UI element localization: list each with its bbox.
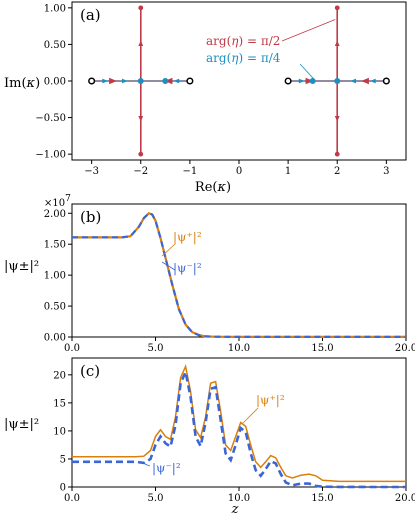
pi2-flow-arrow — [361, 77, 369, 85]
panel-a-xtick-label: −2 — [133, 166, 148, 177]
endpoint-point — [284, 77, 292, 85]
pi2-flow-arrow — [305, 77, 314, 85]
annotation-leader-pi2 — [281, 19, 336, 42]
panel-b-label: (b) — [80, 208, 101, 226]
psi-minus-curve — [72, 367, 406, 489]
panel-b-ytick-label: 1.50 — [44, 240, 66, 251]
panel-a-ylabel: Im(κ) — [4, 76, 40, 91]
annotation-leader-psi-plus — [241, 407, 259, 425]
panel-c-marks — [72, 363, 406, 489]
pi2-flow-arrow — [138, 115, 144, 122]
annotation-leader-pi4 — [299, 63, 314, 80]
panel-a-ytick-label: −1.00 — [35, 150, 66, 161]
endpoint-point — [382, 77, 390, 85]
pi4-point — [162, 78, 169, 84]
panel-b-axes: 0.0 5.0 10.0 15.0 20.0 0.00 0.50 1.00 1.50 2.00 — [44, 209, 415, 354]
panel-c-ytick-label: 0 — [60, 483, 66, 494]
panel-c-annotation-psi-plus: |ψ⁺|² — [256, 393, 285, 407]
panel-c-annotation-psi-minus: |ψ⁻|² — [152, 461, 181, 475]
pi2-flow-arrow — [334, 115, 340, 122]
panel-c-label: (c) — [80, 362, 100, 380]
psi-plus-curve — [72, 212, 406, 338]
panel-a-xlabel: Re(κ) — [195, 180, 231, 195]
panel-a-xtick-label: 2 — [334, 166, 340, 177]
panel-b-annotation-psi-plus: |ψ⁺|² — [173, 230, 202, 244]
panel-c-xtick-label: 15.0 — [311, 493, 333, 504]
pi4-point — [334, 78, 341, 84]
panel-c-xlabel: z — [231, 502, 239, 515]
pi2-point — [138, 151, 144, 157]
panel-a-axes: −3 −2 −1 0 1 2 3 −1.00 −0.50 0.00 0.50 1.00 — [35, 3, 389, 177]
panel-a: −3 −2 −1 0 1 2 3 −1.00 −0.50 0.00 0.50 1.00 (a) Im(… — [4, 1, 407, 195]
panel-a-xtick-label: 3 — [383, 166, 389, 177]
panel-a-marks — [88, 5, 390, 157]
panel-a-xtick-label: −3 — [84, 166, 99, 177]
psi-plus-curve — [72, 363, 406, 483]
annotation-leader-psi-minus — [139, 461, 151, 467]
panel-a-label: (a) — [80, 6, 101, 24]
pi2-point — [334, 151, 340, 157]
pi2-flow-arrow — [164, 77, 173, 85]
panel-b-xtick-label: 20.0 — [395, 343, 415, 354]
panel-c: 0.0 5.0 10.0 15.0 20.0 0 5 10 15 20 (c) |ψ±|² z |… — [4, 357, 415, 515]
pi4-point — [309, 78, 316, 84]
annotation-leader-psi-minus — [161, 261, 176, 271]
panel-b-xtick-label: 0.0 — [64, 343, 80, 354]
panel-c-xtick-label: 10.0 — [228, 493, 250, 504]
panel-b-ytick-label: 0.50 — [44, 302, 66, 313]
pi4-flow-arrow — [350, 78, 357, 84]
panel-c-ytick-label: 15 — [53, 398, 66, 409]
panel-b-ytick-label: 2.00 — [44, 209, 66, 220]
panel-b-xtick-label: 5.0 — [148, 343, 164, 354]
panel-a-ytick-label: −0.50 — [35, 113, 66, 124]
psi-minus-curve — [72, 212, 406, 338]
pi2-flow-arrow — [109, 77, 117, 85]
panel-c-ytick-label: 20 — [53, 370, 66, 381]
panel-a-ytick-label: 0.50 — [44, 40, 66, 51]
panel-c-frame — [71, 357, 407, 488]
annotation-arg-pi-4: arg(η) = π/4 — [206, 51, 281, 65]
panel-b-frame — [71, 203, 407, 338]
pi4-flow-arrow — [370, 78, 376, 84]
panel-b: 0.0 5.0 10.0 15.0 20.0 0.00 0.50 1.00 1.50 2.00 (… — [4, 194, 415, 354]
panel-c-ytick-label: 10 — [53, 426, 66, 437]
panel-c-ytick-label: 5 — [60, 454, 66, 465]
panel-c-ylabel: |ψ±|² — [4, 417, 39, 432]
pi4-flow-arrow — [298, 78, 305, 84]
pi2-point — [334, 5, 340, 11]
panel-b-xtick-label: 10.0 — [228, 343, 250, 354]
panel-c-xtick-label: 20.0 — [395, 493, 415, 504]
pi4-flow-arrow — [102, 78, 108, 84]
pi2-flow-arrow — [334, 40, 340, 47]
panel-a-xtick-label: 1 — [285, 166, 291, 177]
annotation-arg-pi-2: arg(η) = π/2 — [206, 34, 280, 48]
panel-a-xtick-label: −1 — [183, 166, 198, 177]
panel-b-offset-text: ×107 — [44, 194, 71, 209]
panel-a-xtick-label: 0 — [236, 166, 242, 177]
panel-b-marks — [72, 212, 406, 338]
panel-c-xtick-label: 0.0 — [64, 493, 80, 504]
panel-b-annotation-psi-minus: |ψ⁻|² — [173, 261, 202, 275]
panel-b-ytick-label: 1.00 — [44, 271, 66, 282]
panel-b-xtick-label: 15.0 — [311, 343, 333, 354]
panel-c-xtick-label: 5.0 — [148, 493, 164, 504]
annotation-leader-psi-plus — [161, 243, 176, 257]
panel-c-axes: 0.0 5.0 10.0 15.0 20.0 0 5 10 15 20 — [53, 370, 415, 504]
endpoint-point — [88, 77, 96, 85]
panel-a-ytick-label: 1.00 — [44, 3, 66, 14]
pi2-flow-arrow — [138, 40, 144, 47]
pi2-point — [138, 5, 144, 11]
panel-b-ylabel: |ψ±|² — [4, 259, 39, 274]
pi4-point — [137, 78, 144, 84]
panel-a-ytick-label: 0.00 — [44, 77, 66, 88]
panel-b-ytick-label: 0.00 — [44, 333, 66, 344]
pi4-flow-arrow — [173, 78, 180, 84]
pi4-flow-arrow — [121, 78, 128, 84]
endpoint-point — [186, 77, 194, 85]
